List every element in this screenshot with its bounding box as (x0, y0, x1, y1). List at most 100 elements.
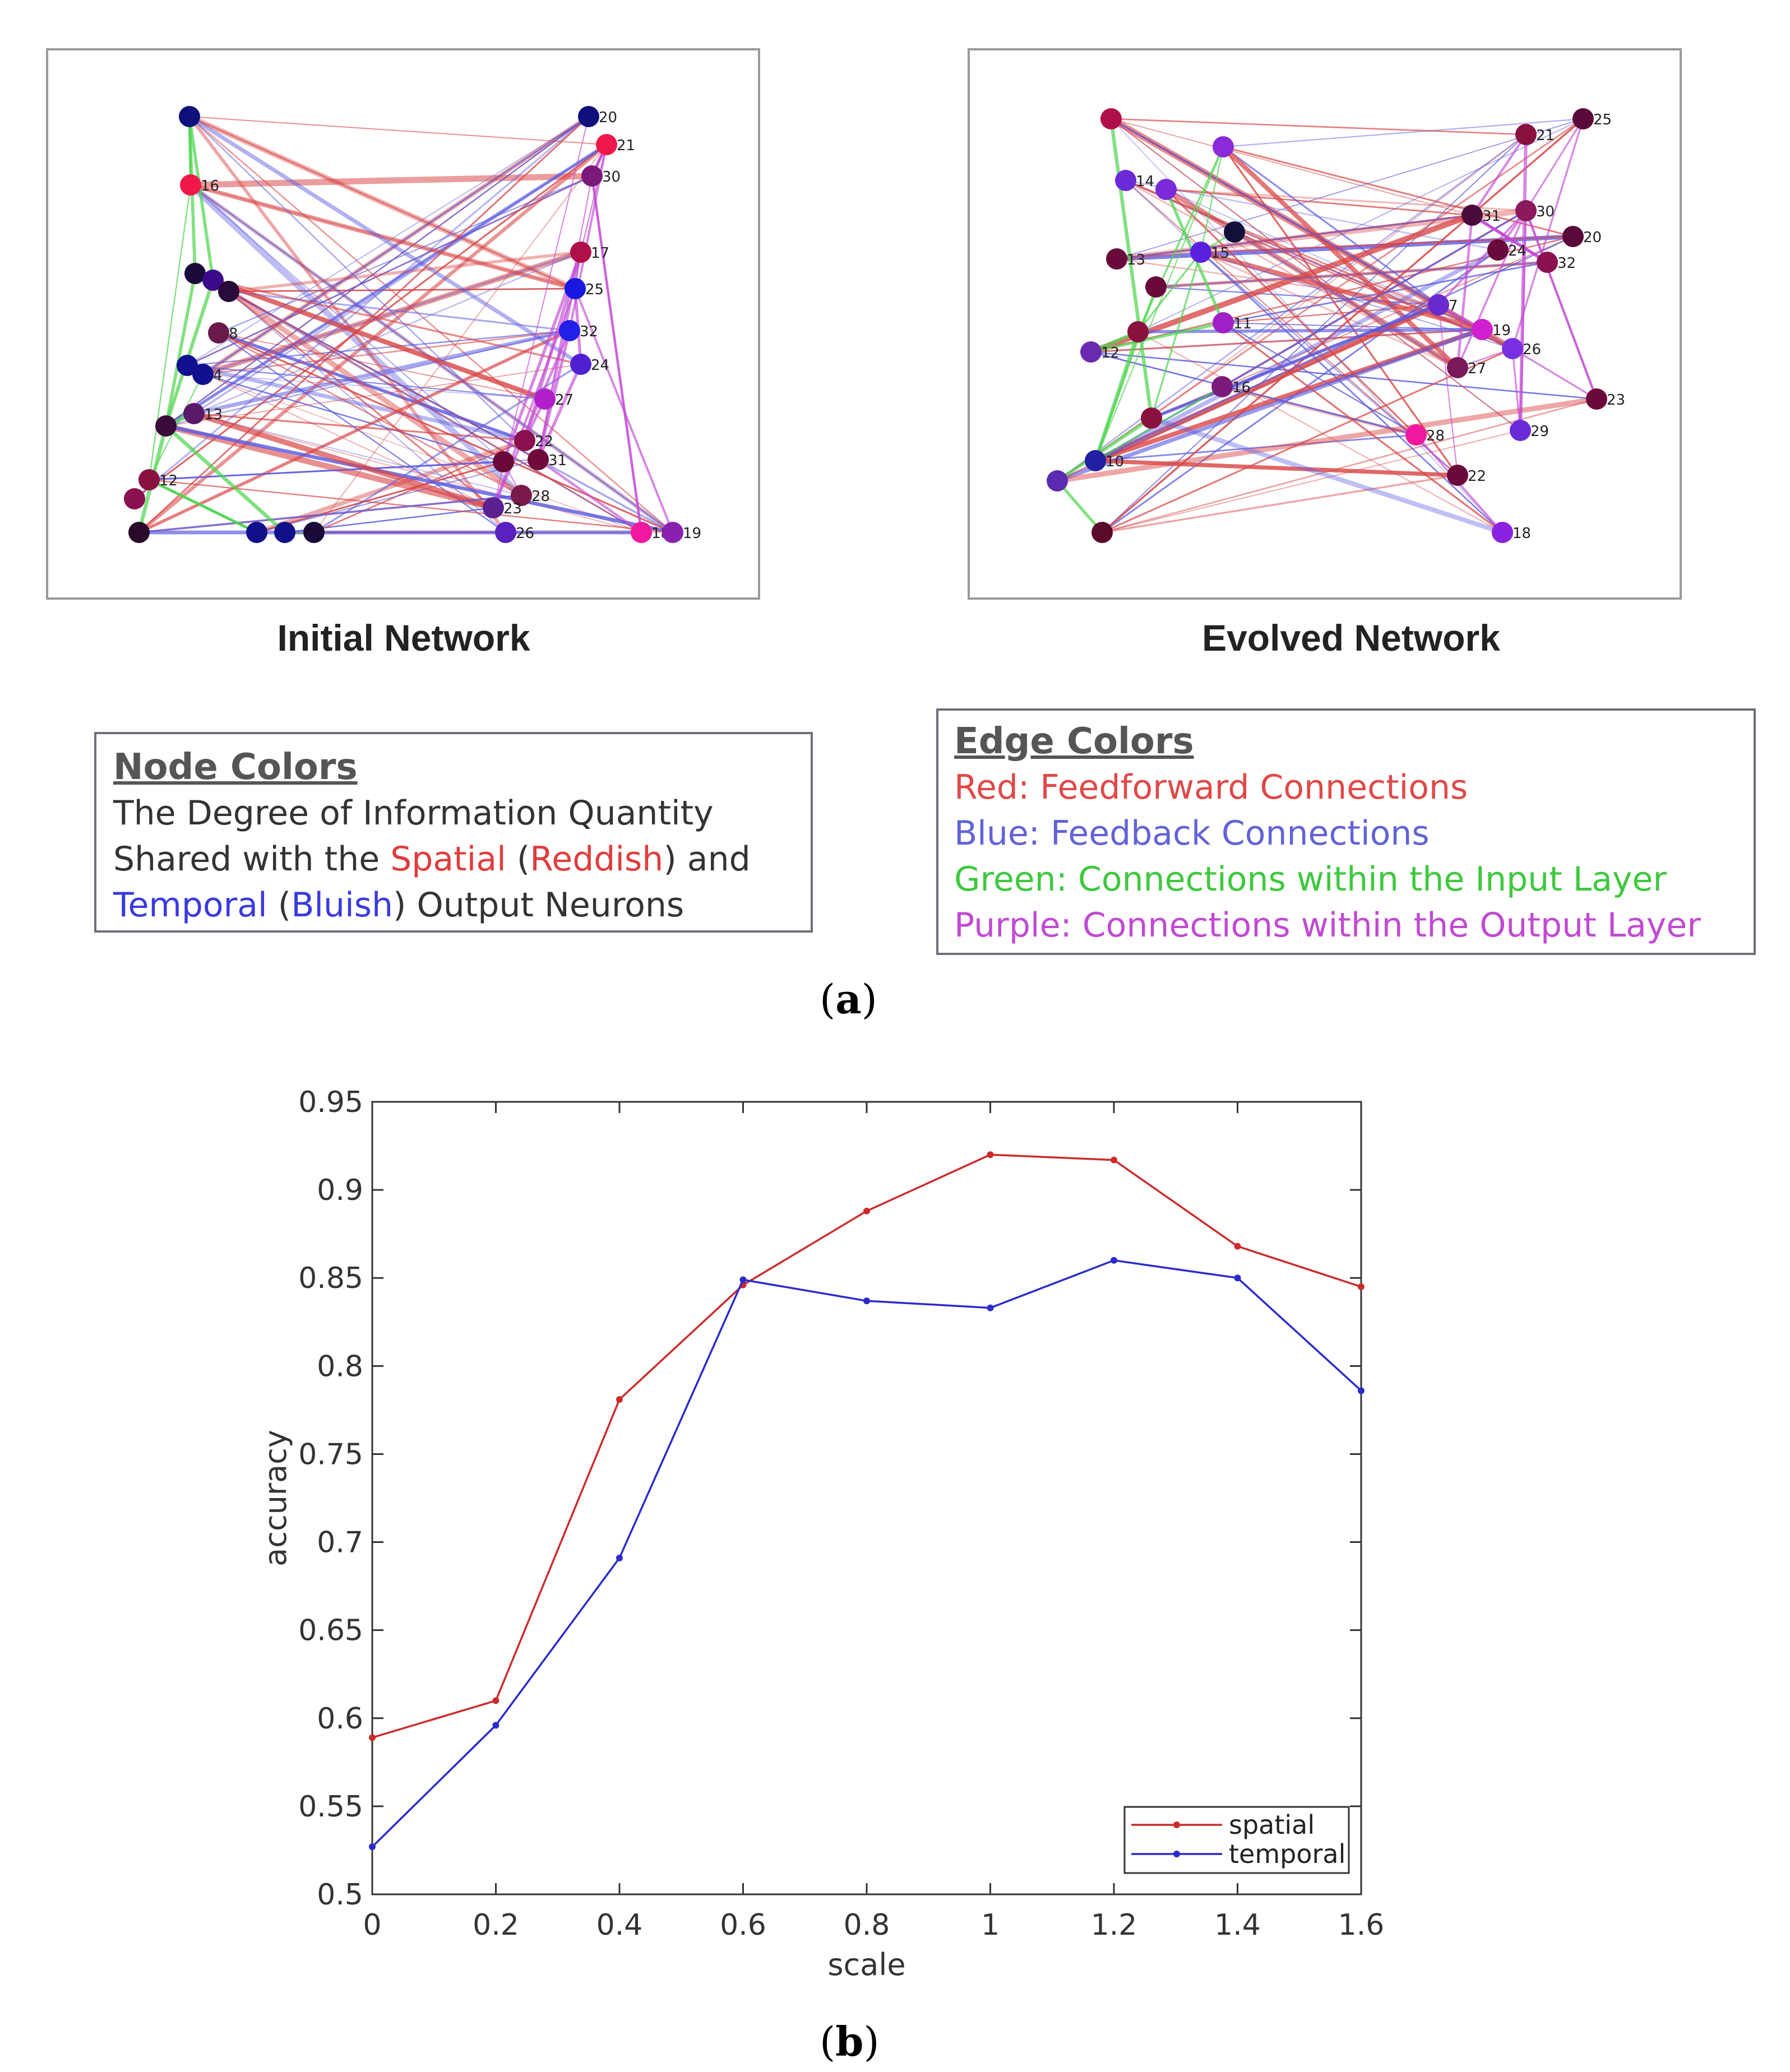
network-node (1492, 522, 1513, 543)
feedback-edge (1094, 248, 1499, 463)
panel-b-label: (b) (820, 2018, 880, 2065)
feedback-edge (187, 364, 545, 400)
network-node (1127, 321, 1149, 342)
node-legend-heading: Node Colors (113, 747, 358, 788)
node-label: 30 (1536, 203, 1555, 220)
node-label: 27 (1468, 360, 1486, 377)
data-point-spatial (1111, 1156, 1117, 1164)
spatial-word: Spatial (390, 840, 506, 879)
evolved-network-title: Evolved Network (1202, 617, 1500, 659)
network-node (155, 415, 177, 437)
node-label: 32 (580, 323, 598, 340)
panel-a-letter: a (835, 975, 862, 1023)
network-node (528, 449, 549, 470)
feedback-edge (165, 144, 607, 427)
input-layer-edge (188, 116, 215, 281)
output-layer-edge (1471, 133, 1527, 216)
feedforward-edge (1102, 398, 1597, 534)
feedback-edge (218, 175, 593, 333)
x-tick-label: 0 (363, 1908, 381, 1942)
output-layer-edge (537, 458, 642, 534)
network-node (578, 106, 599, 127)
network-node (184, 263, 206, 284)
input-layer-edge (164, 280, 215, 427)
node-label: 24 (1508, 243, 1527, 259)
panel-a-open: ( (820, 976, 836, 1023)
network-node (570, 354, 591, 375)
output-layer-edge (1512, 347, 1597, 400)
node-label: 4 (213, 367, 223, 384)
y-tick-label: 0.7 (317, 1526, 363, 1560)
network-node (1145, 276, 1167, 298)
network-node (1447, 357, 1468, 378)
node-label: 20 (1583, 229, 1602, 246)
network-node (1405, 424, 1427, 446)
input-layer-edge (148, 478, 258, 534)
feedforward-edge (1125, 179, 1513, 350)
node-label: 31 (1482, 208, 1501, 225)
network-node (483, 497, 504, 518)
feedback-edge (193, 143, 607, 415)
node-label: 12 (1101, 345, 1120, 361)
network-node (1537, 252, 1558, 273)
feedback-edge (188, 183, 524, 498)
output-layer-edge (1525, 118, 1584, 211)
input-layer-edge (1056, 480, 1103, 534)
output-layer-edge (1472, 214, 1548, 263)
output-layer-edge (1437, 304, 1459, 476)
network-node (124, 488, 145, 509)
feedback-edge (193, 413, 522, 496)
feedback-edge (1057, 133, 1527, 482)
network-node (1510, 420, 1531, 441)
edge-legend-red: Red: Feedforward Connections (954, 768, 1468, 807)
input-layer-edge (1094, 331, 1140, 461)
feedforward-edge (138, 329, 571, 534)
output-layer-edge (590, 175, 643, 533)
network-node (246, 522, 267, 543)
evolved-network-nodes: 21 25 14 30 31 20 15 24 32 13 7 19 26 27 11 12 23 29 16 28 2… (1047, 108, 1625, 543)
x-tick-label: 1.2 (1091, 1908, 1137, 1942)
input-layer-edge (164, 424, 286, 534)
network-node (1502, 338, 1523, 359)
panel-b-letter: b (835, 2018, 864, 2065)
network-node (1562, 226, 1584, 247)
node-label: 8 (229, 326, 238, 342)
feedback-edge (202, 116, 589, 375)
network-node (183, 403, 205, 424)
node-label: 25 (1593, 112, 1612, 128)
feedforward-edge (1111, 118, 1473, 216)
network-node (1100, 108, 1122, 129)
feedforward-edge (189, 115, 607, 146)
node-legend-text-1: The Degree of Information Quantity (113, 794, 714, 833)
feedforward-edge (1102, 347, 1513, 534)
network-node (1091, 522, 1113, 543)
feedforward-edge (212, 277, 546, 402)
initial-network-title: Initial Network (277, 617, 530, 659)
data-point-temporal (369, 1843, 376, 1851)
legend-swatch-marker (1173, 1851, 1180, 1857)
feedforward-edge (190, 173, 593, 188)
x-tick-label: 0.6 (720, 1908, 766, 1942)
node-label: 19 (1492, 322, 1511, 339)
network-node (1213, 136, 1234, 157)
node-label: 23 (503, 500, 522, 517)
edge-colors-legend: Edge Colors Red: Feedforward Connections… (936, 708, 1756, 955)
feedback-edge (228, 290, 570, 332)
panel-a-close: ) (861, 976, 877, 1023)
feedback-edge (1150, 416, 1504, 535)
node-legend-line-1: The Degree of Information Quantity (113, 790, 811, 836)
feedback-edge (165, 116, 589, 427)
node-label: 17 (591, 245, 609, 262)
feedback-edge (202, 373, 504, 463)
network-node (128, 522, 150, 543)
feedback-edge (165, 251, 581, 427)
feedforward-edge (193, 413, 642, 533)
feedback-edge (138, 494, 522, 534)
network-node (495, 522, 516, 543)
output-layer-edge (1456, 210, 1527, 368)
network-node (1515, 200, 1537, 221)
feedforward-edge (1165, 188, 1473, 216)
network-node (493, 451, 514, 472)
node-label: 27 (555, 392, 573, 409)
node-label: 24 (591, 357, 609, 374)
